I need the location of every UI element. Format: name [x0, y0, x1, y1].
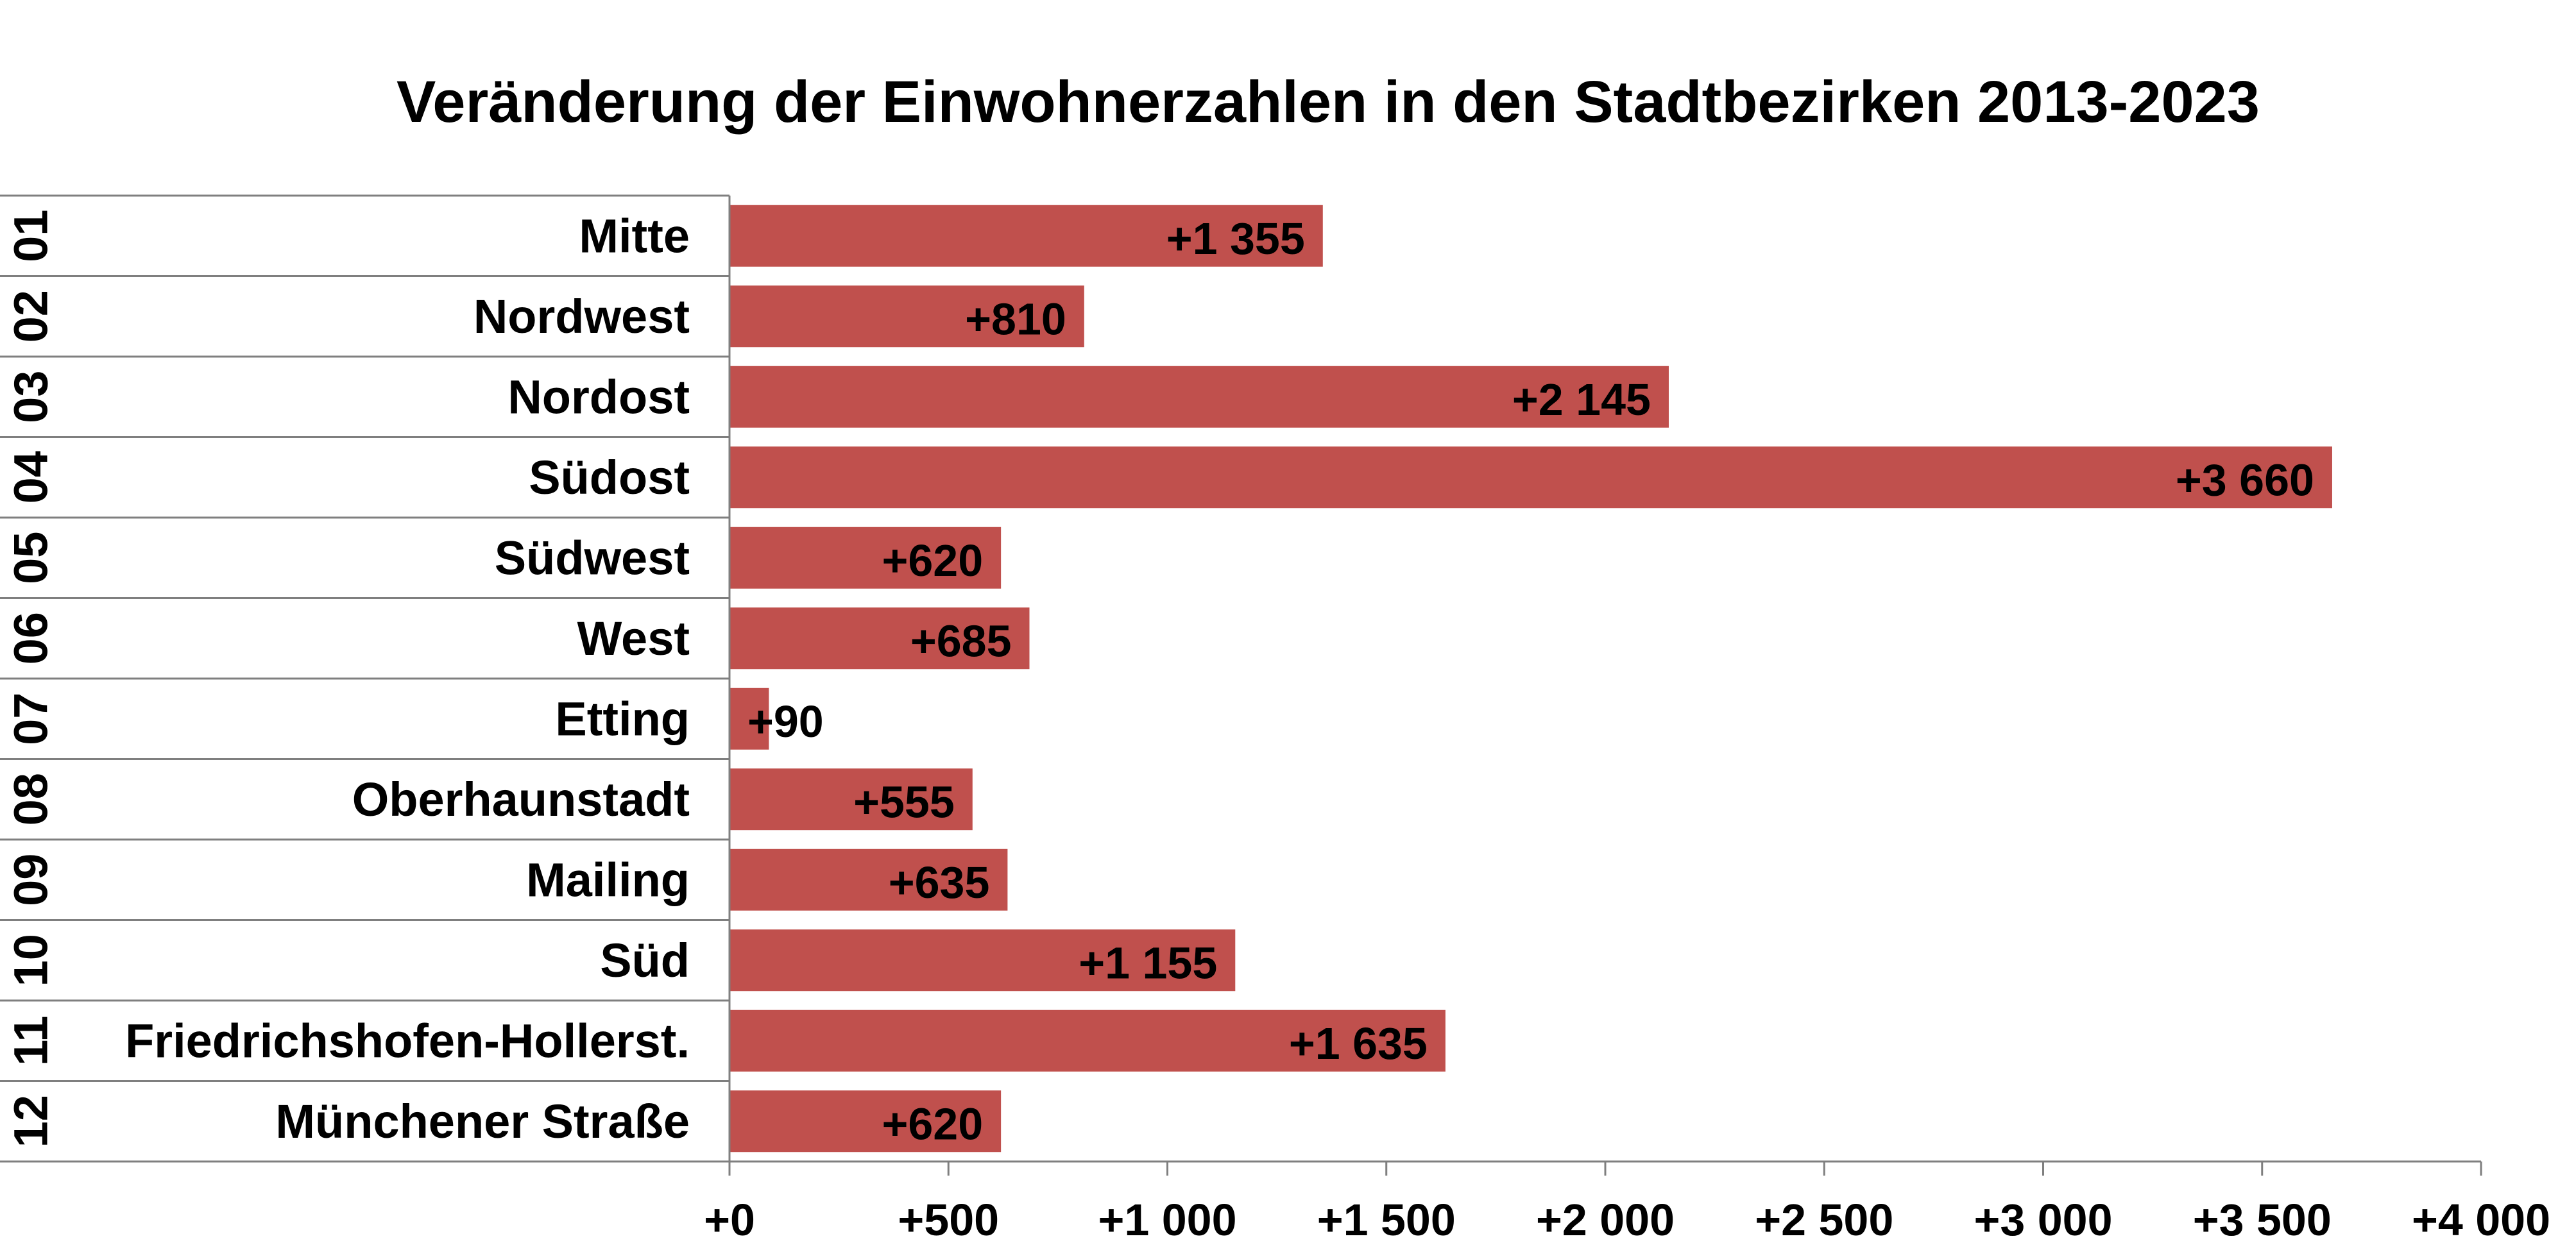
x-tick-label: +3 000 [1974, 1195, 2112, 1245]
category-labels: Mitte Nordwest Nordost Südost Südwest West Ett… [125, 209, 690, 1148]
bar-02 [730, 285, 1084, 348]
category-label: Mitte [579, 209, 690, 262]
district-code-label: 12 [4, 1095, 58, 1147]
bar-12 [730, 1090, 1002, 1153]
category-label: Südost [529, 451, 690, 504]
district-code-label: 08 [4, 773, 58, 825]
category-label: Etting [555, 692, 690, 745]
category-label: Friedrichshofen-Hollerst. [125, 1014, 690, 1067]
district-code-label: 04 [4, 451, 58, 503]
bar-09 [730, 849, 1008, 911]
value-label: +555 [853, 777, 955, 827]
value-label: +90 [747, 697, 824, 747]
category-label: Süd [600, 934, 690, 987]
value-label: +620 [882, 1099, 983, 1149]
district-code-label: 06 [4, 612, 58, 664]
value-label: +1 155 [1079, 938, 1217, 988]
value-label: +1 635 [1289, 1018, 1428, 1068]
bar-04 [730, 446, 2332, 509]
value-label: +685 [910, 616, 1012, 666]
x-axis: +0 +500 +1 000 +1 500 +2 000 +2 500 +3 000 +3 5… [704, 1160, 2550, 1245]
bar-07 [730, 688, 769, 750]
district-code-label: 09 [4, 854, 58, 906]
district-code-label: 02 [4, 290, 58, 342]
category-label: Oberhaunstadt [352, 773, 690, 826]
bar-01 [730, 205, 1323, 267]
x-tick-label: +500 [898, 1195, 999, 1245]
value-label: +810 [965, 294, 1066, 344]
category-table-grid [0, 194, 731, 1176]
value-label: +3 660 [2176, 455, 2314, 505]
x-tick-label: +0 [704, 1195, 755, 1245]
bars-group [730, 205, 2332, 1153]
bar-06 [730, 607, 1030, 670]
bar-05 [730, 527, 1002, 589]
bar-08 [730, 768, 973, 831]
x-tick-label: +2 000 [1536, 1195, 1675, 1245]
category-label: Nordwest [473, 290, 690, 343]
category-label: Südwest [495, 531, 690, 584]
value-label: +1 355 [1166, 214, 1305, 264]
district-code-label: 01 [4, 210, 58, 262]
bar-10 [730, 929, 1236, 992]
district-code-label: 03 [4, 371, 58, 423]
bar-11 [730, 1009, 1446, 1072]
x-tick-label: +1 000 [1098, 1195, 1236, 1245]
category-label: West [577, 612, 690, 665]
category-label: Münchener Straße [275, 1095, 690, 1148]
value-labels: +1 355 +810 +2 145 +3 660 +620 +685 +90 +555 +63… [747, 214, 2314, 1149]
district-code-label: 10 [4, 934, 58, 986]
district-code-labels: 01 02 03 04 05 06 07 08 09 10 11 12 [4, 210, 58, 1148]
value-label: +635 [889, 857, 990, 908]
category-label: Mailing [526, 853, 690, 906]
bar-03 [730, 366, 1669, 428]
category-label: Nordost [508, 370, 690, 423]
district-code-label: 05 [4, 532, 58, 584]
district-code-label: 11 [4, 1016, 58, 1066]
district-code-label: 07 [4, 693, 58, 745]
x-tick-label: +2 500 [1755, 1195, 1893, 1245]
chart-title: Veränderung der Einwohnerzahlen in den S… [397, 69, 2260, 135]
x-tick-label: +3 500 [2193, 1195, 2332, 1245]
x-tick-label: +4 000 [2412, 1195, 2550, 1245]
x-tick-label: +1 500 [1317, 1195, 1456, 1245]
value-label: +620 [882, 536, 983, 586]
value-label: +2 145 [1512, 375, 1651, 425]
